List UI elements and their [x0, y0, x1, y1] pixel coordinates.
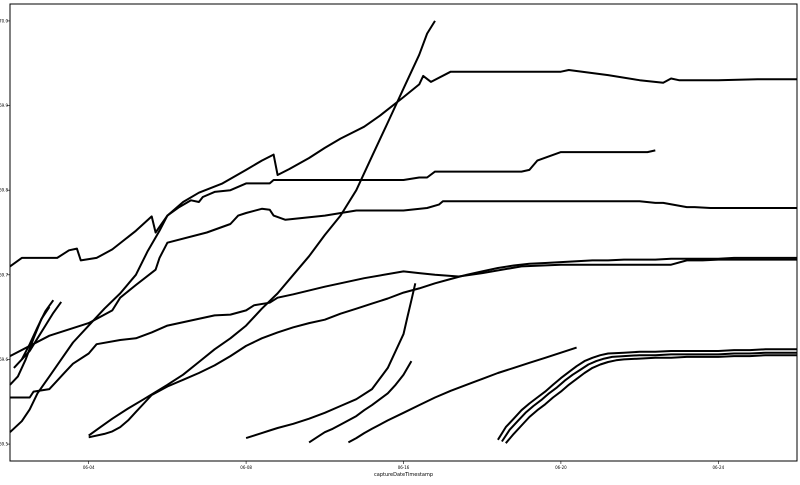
series-lines	[9, 20, 797, 444]
x-tick-label: 06-16	[398, 465, 410, 470]
x-tick-label: 06-24	[712, 465, 724, 470]
axis-ticks: 06-04 06-08 06-16 06-20 06-24 169.5 169.6 169.7…	[0, 18, 725, 470]
series-line	[9, 200, 797, 357]
series-line	[501, 351, 797, 443]
y-tick-label: 170.0	[0, 18, 8, 23]
x-tick-label: 06-20	[555, 465, 567, 470]
series-line	[10, 258, 797, 399]
series-line	[88, 256, 797, 439]
series-line	[347, 346, 577, 444]
series-line	[497, 348, 797, 441]
series-line	[21, 301, 63, 361]
series-line	[88, 20, 436, 437]
x-axis-label: captureDateTimestamp	[374, 472, 433, 478]
series-line	[505, 354, 797, 444]
y-tick-label: 169.7	[0, 272, 8, 277]
plot-frame	[9, 3, 798, 462]
series-line	[308, 360, 413, 444]
x-tick-label: 06-04	[83, 465, 95, 470]
series-line	[9, 69, 797, 268]
series-line	[245, 283, 417, 440]
x-tick-label: 06-08	[240, 465, 252, 470]
y-tick-label: 169.8	[0, 188, 8, 193]
y-tick-label: 169.6	[0, 357, 8, 362]
y-tick-label: 169.5	[0, 442, 8, 447]
y-tick-label: 169.9	[0, 103, 8, 108]
series-line	[13, 299, 55, 369]
series-line	[9, 149, 656, 433]
